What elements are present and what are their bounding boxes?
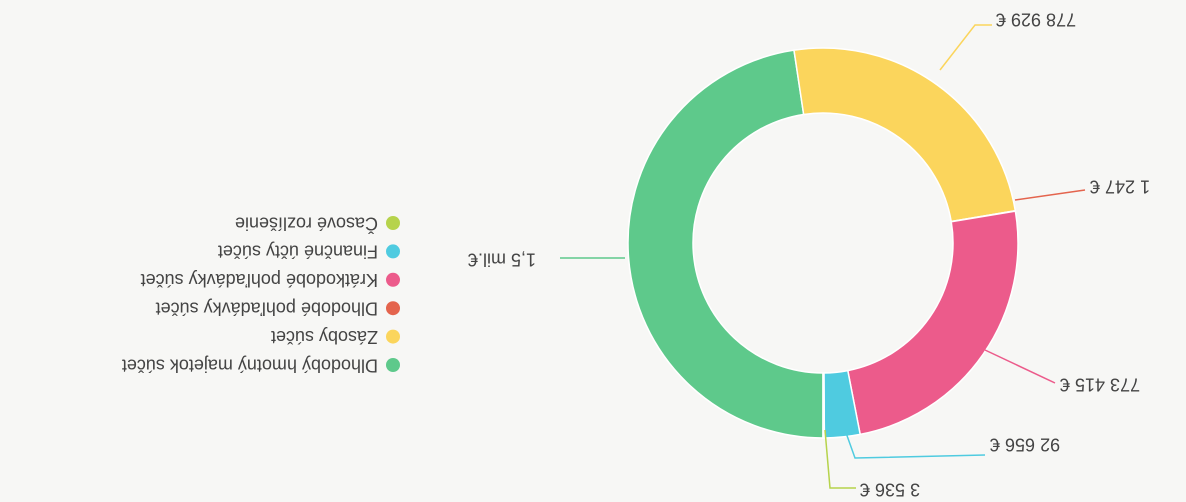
legend-marker [386, 216, 400, 230]
donut-segment [846, 210, 1019, 436]
donut-segment [793, 47, 1017, 223]
data-label: 1,5 mil.€ [468, 249, 536, 269]
data-label: 773 415 € [1060, 374, 1140, 394]
donut-segment [822, 372, 826, 439]
legend-label: Dlhodobý hmotný majetok súčet [122, 355, 378, 375]
donut-segment [627, 49, 824, 439]
data-label: 92 656 € [990, 434, 1060, 454]
legend-marker [386, 244, 400, 259]
legend-label: Časové rozlíšenie [235, 213, 378, 234]
legend-label: Finančné účty súčet [218, 242, 378, 262]
leader-line [939, 24, 992, 71]
legend-marker [386, 301, 400, 316]
leader-line [824, 429, 856, 489]
data-label: 1 247 € [1090, 176, 1150, 196]
legend-label: Krátkodobé pohľadávky súčet [141, 270, 378, 290]
legend-marker [386, 358, 400, 372]
data-label: 778 929 € [996, 9, 1076, 29]
legend-marker [386, 272, 400, 287]
data-label: 3 536 € [860, 479, 920, 499]
leader-line [844, 429, 986, 459]
legend-label: Zásoby súčet [271, 327, 378, 347]
leader-line [984, 349, 1056, 384]
leader-line [1014, 189, 1086, 201]
legend-label: Dlhodobé pohľadávky súčet [156, 298, 378, 318]
legend-marker [386, 329, 400, 344]
